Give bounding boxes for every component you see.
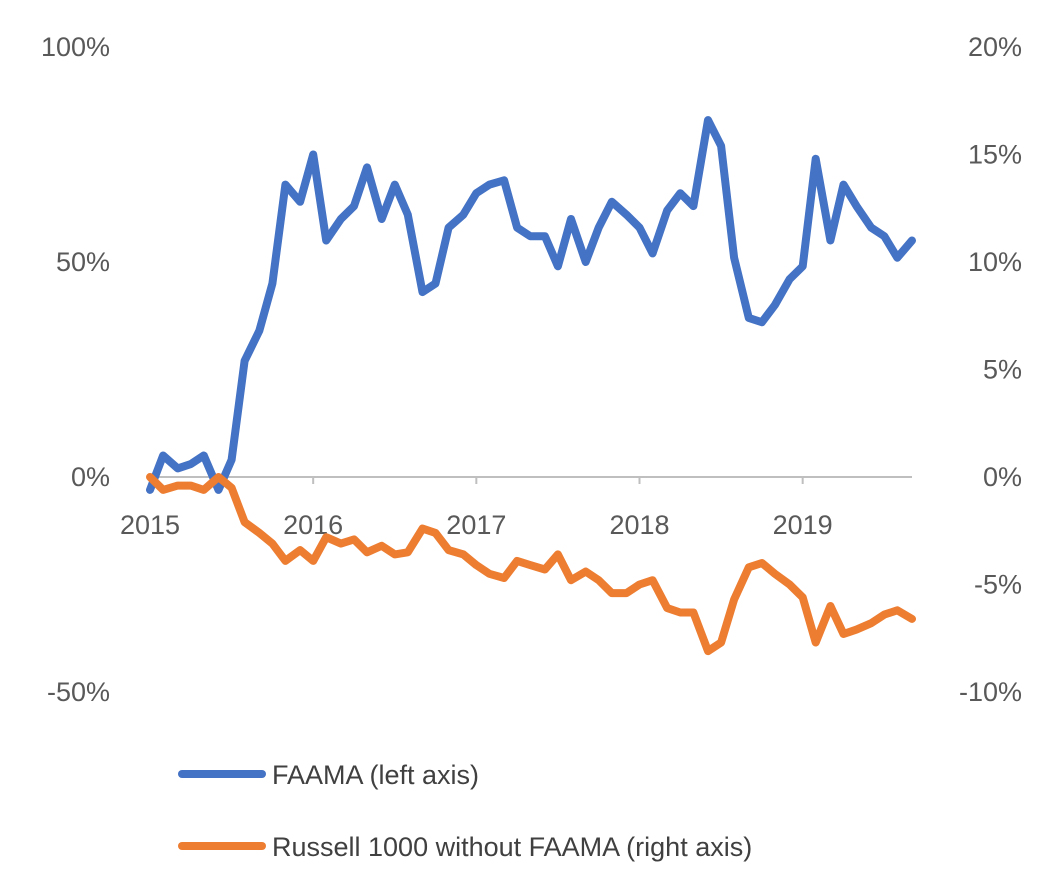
x-tick-label: 2019 bbox=[773, 510, 833, 540]
right-tick-label: 20% bbox=[968, 32, 1022, 62]
legend-label: FAAMA (left axis) bbox=[272, 760, 479, 790]
left-tick-label: 0% bbox=[71, 462, 110, 492]
x-axis-ticks: 2015 2016 2017 2018 2019 bbox=[120, 477, 833, 540]
x-tick-label: 2017 bbox=[446, 510, 506, 540]
x-tick-label: 2016 bbox=[283, 510, 343, 540]
legend: FAAMA (left axis) Russell 1000 without FA… bbox=[178, 760, 752, 862]
x-tick-label: 2015 bbox=[120, 510, 180, 540]
left-tick-label: -50% bbox=[47, 677, 110, 707]
series-line-faama bbox=[146, 116, 916, 494]
right-tick-label: 5% bbox=[983, 355, 1022, 385]
right-tick-label: 0% bbox=[983, 462, 1022, 492]
right-tick-label: -10% bbox=[959, 677, 1022, 707]
series-layer bbox=[146, 116, 916, 656]
left-tick-label: 100% bbox=[41, 32, 110, 62]
left-axis-ticks: 100% 50% 0% -50% bbox=[41, 32, 110, 707]
x-tick-label: 2018 bbox=[609, 510, 669, 540]
right-tick-label: -5% bbox=[974, 570, 1022, 600]
right-tick-label: 10% bbox=[968, 247, 1022, 277]
series-line-russell-1000-ex-faama bbox=[146, 473, 916, 656]
left-tick-label: 50% bbox=[56, 247, 110, 277]
right-axis-ticks: 20% 15% 10% 5% 0% -5% -10% bbox=[959, 32, 1022, 707]
right-tick-label: 15% bbox=[968, 140, 1022, 170]
legend-label: Russell 1000 without FAAMA (right axis) bbox=[272, 832, 752, 862]
